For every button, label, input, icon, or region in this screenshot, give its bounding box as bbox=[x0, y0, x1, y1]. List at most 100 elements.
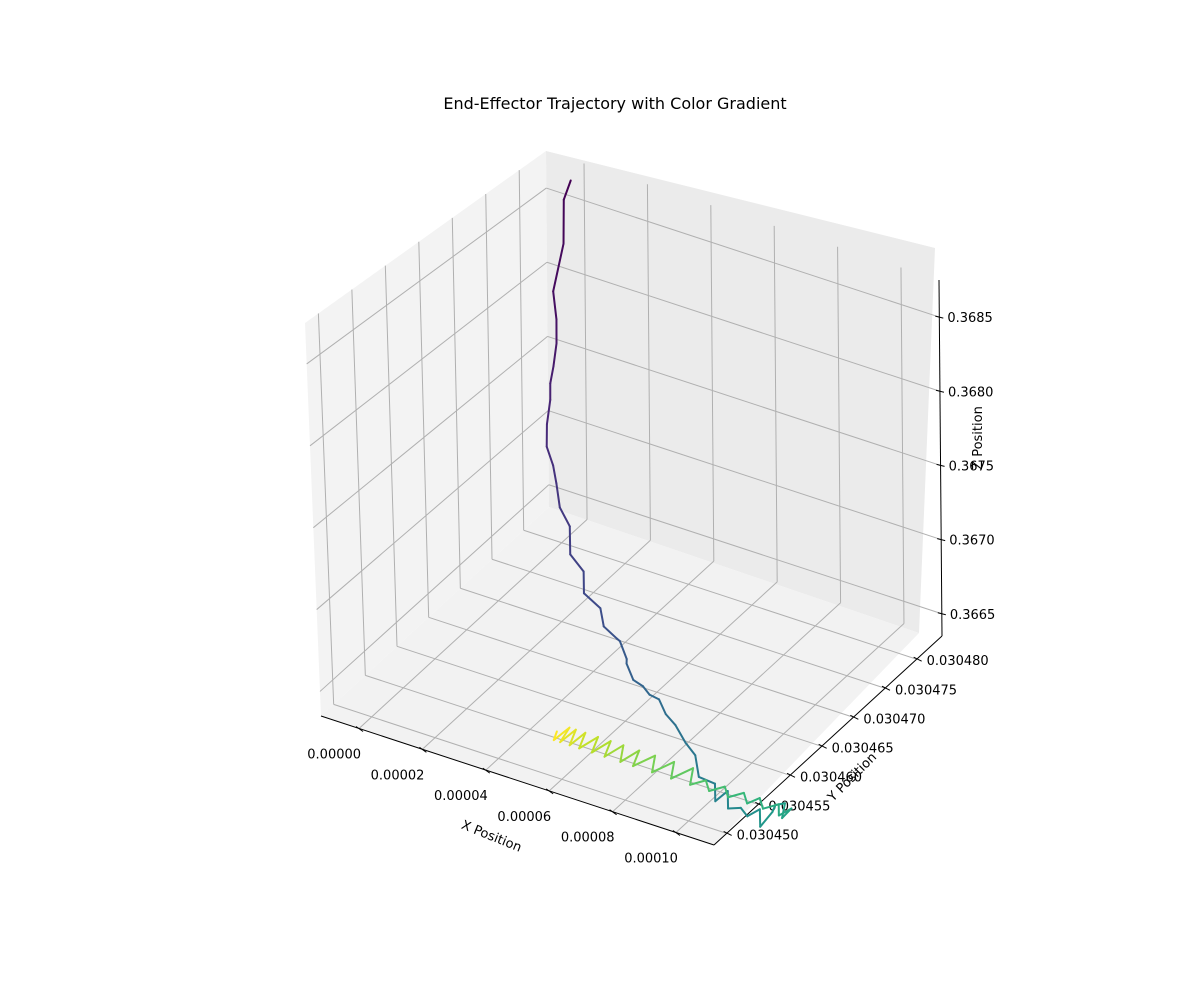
trajectory-segment bbox=[582, 592, 602, 610]
trajectory-segment bbox=[602, 625, 618, 640]
trajectory-segment bbox=[674, 724, 687, 744]
x-tick-label: 0.00008 bbox=[561, 831, 615, 846]
z-tick-label: 0.3670 bbox=[949, 534, 995, 549]
y-grid-floor bbox=[523, 529, 917, 660]
trajectory-segment bbox=[549, 365, 555, 385]
trajectory-segment bbox=[552, 726, 571, 742]
trajectory-segment bbox=[552, 242, 565, 293]
trajectory-segment bbox=[746, 808, 761, 818]
y-grid-left bbox=[317, 313, 335, 705]
y-grid-floor bbox=[333, 703, 727, 834]
trajectory-segment bbox=[552, 464, 558, 485]
trajectory-segment bbox=[619, 744, 625, 763]
left-pane bbox=[305, 151, 549, 716]
z-tick-label: 0.3685 bbox=[947, 311, 993, 326]
x-tick-label: 0.00004 bbox=[434, 789, 488, 804]
x-grid-floor bbox=[358, 519, 588, 729]
trajectory-segment bbox=[578, 731, 587, 750]
trajectory-segment bbox=[578, 735, 600, 750]
y-tick-label: 0.030460 bbox=[800, 770, 862, 785]
z-grid-back bbox=[548, 410, 942, 541]
trajectory-segment bbox=[746, 797, 761, 805]
trajectory-segment bbox=[781, 802, 786, 820]
x-grid-floor bbox=[485, 560, 715, 771]
trajectory-segment bbox=[552, 290, 558, 321]
trajectory-segment bbox=[562, 179, 572, 201]
z-grid-left bbox=[306, 187, 547, 365]
trajectory-segment bbox=[708, 785, 726, 793]
trajectory-segment bbox=[590, 735, 600, 754]
trajectory-segment bbox=[568, 731, 587, 747]
y-tick-label: 0.030475 bbox=[895, 683, 957, 698]
trajectory-segment bbox=[648, 693, 661, 701]
y-tick-mark bbox=[786, 772, 796, 778]
trajectory-segment bbox=[759, 810, 774, 828]
y-tick-label: 0.030470 bbox=[863, 712, 925, 727]
chart-title: End-Effector Trajectory with Color Gradi… bbox=[443, 94, 786, 113]
trajectory-segment bbox=[689, 767, 695, 786]
trajectory-segment bbox=[761, 803, 780, 810]
x-grid-back bbox=[583, 163, 588, 520]
x-tick-label: 0.00006 bbox=[497, 810, 551, 825]
y-tick-mark bbox=[818, 743, 827, 749]
trajectory-segment bbox=[777, 807, 793, 817]
z-grid-back bbox=[547, 335, 941, 466]
y-tick-mark bbox=[850, 714, 859, 720]
trajectory-segment bbox=[569, 553, 585, 573]
z-grid-left bbox=[309, 261, 548, 447]
trajectory-segment bbox=[670, 767, 695, 780]
y-tick-mark bbox=[723, 830, 732, 836]
y-grid-left bbox=[351, 289, 366, 676]
z-axis-label: Z Position bbox=[971, 406, 986, 470]
z-grid-back bbox=[548, 484, 942, 615]
x-grid-back bbox=[646, 184, 651, 541]
trajectory-segment bbox=[727, 791, 745, 799]
x-grid-back bbox=[710, 205, 715, 562]
z-grid-left bbox=[313, 336, 548, 529]
x-tick-label: 0.00000 bbox=[307, 747, 361, 762]
trajectory-segment bbox=[545, 398, 552, 426]
trajectory-segment bbox=[651, 760, 676, 774]
trajectory-segment bbox=[632, 754, 657, 768]
trajectory-segment bbox=[603, 744, 625, 758]
trajectory-segment bbox=[758, 797, 764, 810]
trajectory-segment bbox=[704, 779, 711, 793]
y-grid-left bbox=[518, 170, 525, 531]
y-tick-label: 0.030480 bbox=[927, 654, 989, 669]
y-grid-left bbox=[418, 241, 430, 618]
trajectory-segment bbox=[590, 740, 612, 754]
trajectory-segment bbox=[603, 740, 612, 758]
x-grid-back bbox=[773, 225, 778, 582]
y-tick-mark bbox=[913, 656, 922, 662]
y-grid-floor bbox=[396, 645, 791, 776]
z-axis-line bbox=[938, 279, 943, 637]
trajectory-segment bbox=[552, 342, 558, 368]
trajectory-segment bbox=[651, 754, 657, 774]
trajectory-segment bbox=[555, 482, 561, 509]
y-tick-mark bbox=[881, 685, 891, 691]
axis-ticks: 0.00000 0.00002 0.00004 0.00006 0.00008 0.000… bbox=[307, 279, 996, 867]
z-tick-label: 0.3665 bbox=[950, 608, 996, 623]
x-grid-floor bbox=[612, 602, 841, 813]
trajectory-segment bbox=[697, 775, 716, 785]
x-grid-floor bbox=[548, 581, 778, 792]
y-grid-floor bbox=[428, 616, 822, 747]
trajectory-segment bbox=[658, 698, 667, 716]
trajectory-segment bbox=[599, 607, 605, 628]
trajectory-segment bbox=[670, 760, 676, 780]
z-grid-left bbox=[319, 484, 550, 692]
trajectory-segment bbox=[632, 749, 641, 768]
y-tick-label: 0.030450 bbox=[737, 828, 799, 843]
y-grid-left bbox=[384, 265, 398, 647]
y-axis-line bbox=[713, 635, 943, 846]
x-tick-label: 0.00002 bbox=[371, 768, 425, 783]
z-grid-back bbox=[546, 261, 941, 392]
trajectory-segment bbox=[694, 754, 700, 778]
y-grid-left bbox=[451, 217, 461, 589]
x-grid-back bbox=[900, 267, 905, 624]
y-grid-floor bbox=[491, 558, 886, 689]
trajectory-segment bbox=[641, 685, 651, 696]
z-grid-back bbox=[546, 187, 940, 318]
y-grid-floor bbox=[460, 587, 854, 718]
